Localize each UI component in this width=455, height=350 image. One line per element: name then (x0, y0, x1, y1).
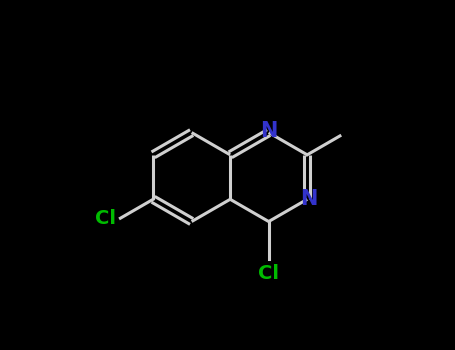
Text: Cl: Cl (95, 209, 116, 228)
Text: N: N (301, 189, 318, 209)
Text: N: N (260, 121, 278, 141)
Text: Cl: Cl (258, 264, 279, 283)
